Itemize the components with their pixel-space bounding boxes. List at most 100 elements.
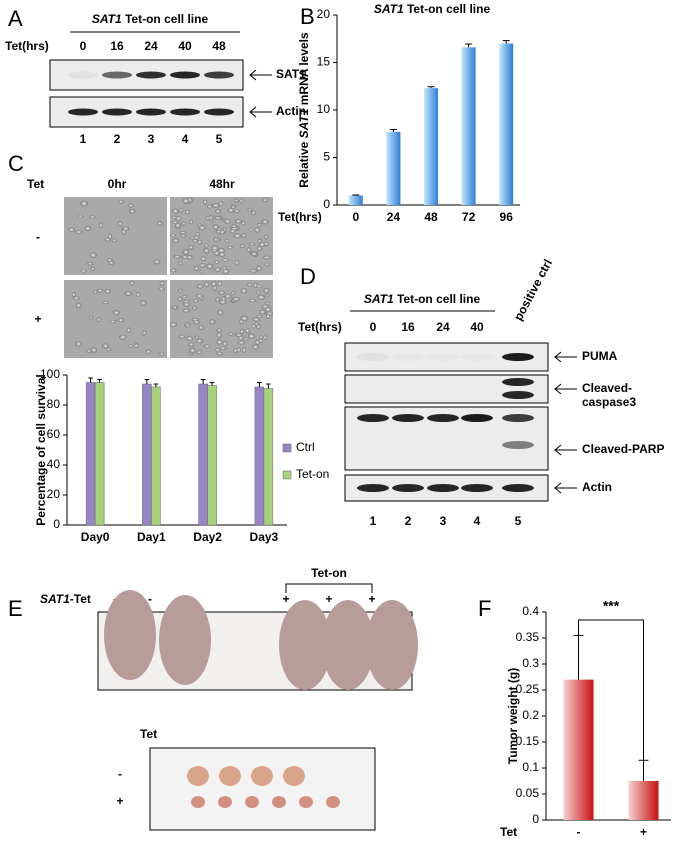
bar [207,385,217,526]
cell [261,304,269,310]
micrograph [64,197,167,275]
cell [218,201,224,206]
band [136,108,166,116]
cell [182,198,190,204]
cell [213,236,219,243]
label-part: Tet-on cell line [122,12,209,26]
band [427,353,459,361]
bar [461,47,476,205]
cell [184,209,190,215]
y-tick-label: 0 [323,197,330,211]
label: 0hr [108,177,127,191]
label-part: Actin [582,480,612,494]
cell [212,224,219,231]
band [204,108,234,116]
cell [213,267,222,272]
cell [252,317,260,322]
bar [424,88,438,205]
label: 5 [216,132,223,146]
cell [74,230,83,234]
cell [89,252,97,259]
error-bar [465,43,473,48]
arrow [554,482,577,494]
y-tick-label: 0.05 [516,786,540,800]
bar [386,131,401,205]
cell [182,249,190,256]
cell [251,344,260,350]
label-part: caspase3 [582,395,636,409]
arrow [554,383,577,395]
y-tick-label: 0 [53,517,60,531]
label: 0 [370,320,377,334]
cell [218,346,227,350]
cell [249,269,257,273]
cell [218,251,226,258]
cell [112,238,117,243]
cell [256,324,261,330]
cell [129,209,136,214]
cell [241,232,247,238]
cell [253,282,258,289]
band [68,71,98,79]
error-bar [200,379,206,384]
tumor [251,766,273,786]
cell [224,294,232,299]
cell [206,204,213,209]
cell [216,328,223,333]
band [461,414,493,422]
cell [124,291,133,296]
cell [104,237,112,242]
label: 5 [515,514,522,528]
y-tick-label: 10 [317,102,331,116]
cell [203,247,210,254]
cell [230,226,239,231]
cell [215,230,222,234]
cell [241,220,246,226]
cell [172,305,178,310]
legend-swatch [282,470,292,480]
error-bar [266,383,271,389]
cell [197,239,203,245]
legend-label: Ctrl [296,440,315,454]
cell [191,318,200,322]
bar [628,781,659,820]
x-tick-label: Day3 [250,530,279,544]
label: + [282,592,289,606]
mouse [279,600,331,690]
band [392,353,424,361]
x-tick-label: Day1 [137,530,166,544]
annotation: *** [603,598,620,614]
label-part: mRNA levels [297,32,311,109]
bar [85,382,96,526]
cell [226,245,233,250]
label: 48hr [209,177,235,191]
cell [263,241,269,246]
band [68,108,98,116]
cell [98,222,104,229]
band [461,484,493,492]
label-part: PUMA [582,349,618,363]
cell [186,335,194,341]
label-part: Cleaved-PARP [582,442,664,456]
cell [177,296,183,302]
cell [217,290,226,295]
y-tick-label: 20 [317,7,331,21]
cell [237,335,244,341]
cell [193,265,199,271]
cell [251,323,256,329]
x-tick-label: 72 [462,210,476,224]
cell [159,352,165,356]
tumor [283,766,305,786]
x-axis-label: Tet [500,825,517,839]
cell [189,219,194,225]
band [427,484,459,492]
arrow [554,444,577,456]
band [502,441,534,449]
cell [80,200,88,207]
error-bar [427,86,435,89]
band [136,71,166,79]
bracket [285,583,373,593]
cell [199,263,206,268]
cell [189,347,196,354]
legend-label: Tet-on [296,467,329,481]
